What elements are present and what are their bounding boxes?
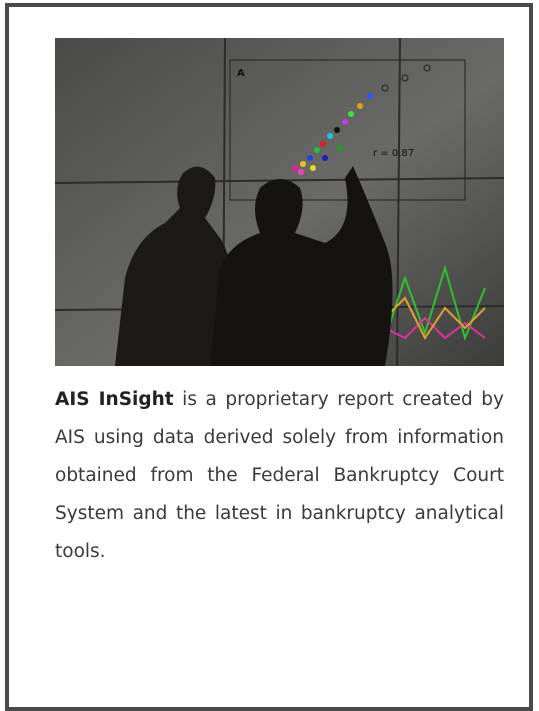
card: A r = 0.87 AIS InSight is a proprietary … (5, 3, 533, 711)
description-body: is a proprietary report created by AIS u… (55, 389, 504, 562)
page: A r = 0.87 AIS InSight is a proprietary … (0, 0, 539, 687)
description-lead: AIS InSight (55, 389, 174, 410)
photo-label: r = 0.87 (373, 148, 414, 159)
photo: A r = 0.87 (55, 38, 504, 366)
photo-label: A (237, 68, 245, 79)
description: AIS InSight is a proprietary report crea… (55, 381, 504, 571)
